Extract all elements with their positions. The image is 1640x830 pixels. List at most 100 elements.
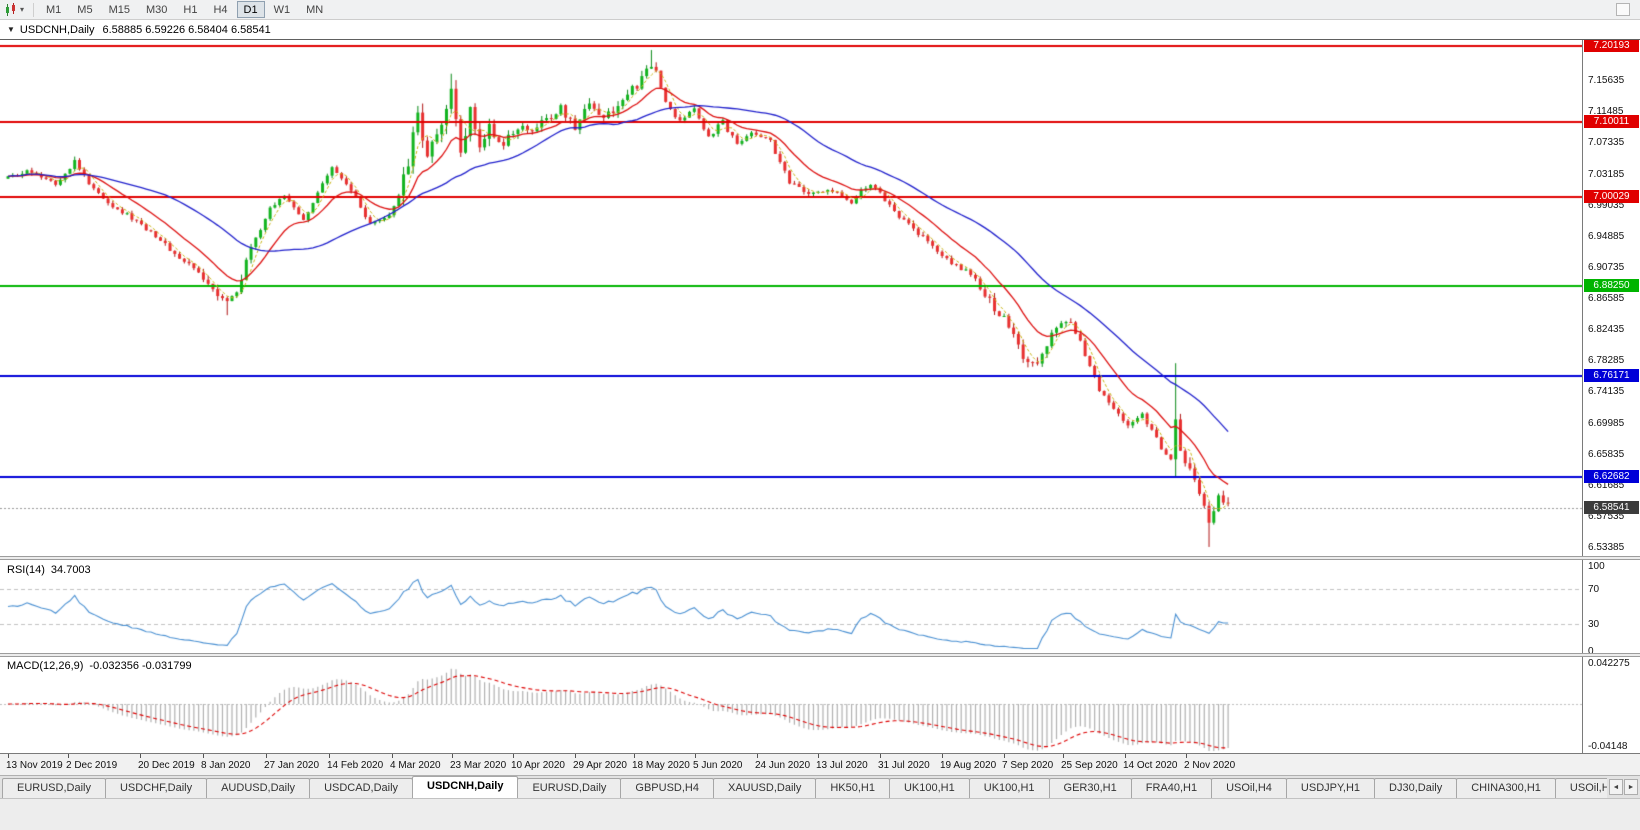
chart-tab[interactable]: USDCAD,Daily: [309, 778, 414, 798]
timeframe-buttons: M1 M5 M15 M30 H1 H4 D1 W1 MN: [39, 1, 330, 18]
timeframe-button[interactable]: D1: [236, 1, 265, 18]
pane-separator[interactable]: [0, 653, 1640, 657]
price-level-badge: 7.20193: [1584, 39, 1639, 52]
tab-scroll-right-icon[interactable]: ►: [1624, 779, 1638, 795]
price-level-badge: 6.76171: [1584, 369, 1639, 383]
date-label: 13 Nov 2019: [6, 760, 63, 771]
date-label: 2 Nov 2020: [1184, 760, 1236, 771]
tab-scroll-buttons: ◄ ►: [1607, 776, 1640, 798]
rsi-label: RSI(14) 34.7003: [7, 564, 91, 576]
chart-tab[interactable]: GER30,H1: [1048, 778, 1132, 798]
macd-title: MACD(12,26,9): [7, 660, 84, 672]
timeframe-button[interactable]: H4: [206, 1, 234, 18]
price-axis-label: 6.74135: [1588, 386, 1625, 398]
date-tick: [1004, 754, 1005, 758]
date-label: 27 Jan 2020: [264, 760, 320, 771]
rsi-value: 34.7003: [50, 564, 91, 576]
price-axis-label: 6.94885: [1588, 230, 1625, 242]
chart-tab[interactable]: USDCNH,Daily: [412, 776, 519, 798]
chart-tab[interactable]: EURUSD,Daily: [517, 778, 622, 798]
price-axis-label: 6.61685: [1588, 479, 1625, 491]
date-tick: [880, 754, 881, 758]
date-tick: [329, 754, 330, 758]
price-axis-label: 7.07335: [1588, 137, 1625, 149]
chart-tab[interactable]: EURUSD,Daily: [2, 778, 106, 798]
chart-tab[interactable]: CHINA300,H1: [1456, 778, 1556, 798]
chart-tab[interactable]: UK100,H1: [968, 778, 1050, 798]
chart-plot[interactable]: [0, 20, 1640, 753]
price-axis-label: 6.99035: [1588, 199, 1625, 211]
date-tick: [8, 754, 9, 758]
timeframe-button[interactable]: H1: [176, 1, 204, 18]
price-axis[interactable]: 7.15635 7.11485 7.07335 7.03185 6.99035 6.948…: [1582, 20, 1640, 753]
chart-ohlc-values: 6.58885 6.59226 6.58404 6.58541: [102, 23, 271, 36]
chart-type-icon[interactable]: [4, 2, 19, 17]
timeframe-button[interactable]: M15: [102, 1, 137, 18]
toolbar-separator: [33, 2, 35, 17]
date-label: 10 Apr 2020: [511, 760, 565, 771]
chart-tab[interactable]: XAUUSD,Daily: [712, 778, 817, 798]
date-label: 14 Feb 2020: [327, 760, 384, 771]
toolbar-overflow-button[interactable]: [1616, 3, 1630, 16]
macd-label: MACD(12,26,9) -0.032356 -0.031799: [7, 660, 192, 672]
price-level-badge: 6.62682: [1584, 470, 1639, 484]
timeframe-button[interactable]: M5: [70, 1, 99, 18]
date-label: 19 Aug 2020: [940, 760, 997, 771]
chart-tab[interactable]: FRA40,H1: [1130, 778, 1213, 798]
chart-tab[interactable]: USOil,H4: [1211, 778, 1287, 798]
price-axis-label: 7.15635: [1588, 75, 1625, 87]
timeframe-button[interactable]: M30: [139, 1, 174, 18]
date-tick: [634, 754, 635, 758]
chart-header: ▼ USDCNH,Daily 6.58885 6.59226 6.58404 6…: [0, 20, 1640, 40]
chart-tab[interactable]: HK50,H1: [815, 778, 890, 798]
date-label: 23 Mar 2020: [450, 760, 507, 771]
chart-tabs: EURUSD,Daily USDCHF,Daily AUDUSD,Daily USDC…: [0, 776, 1640, 798]
date-tick: [452, 754, 453, 758]
chart-tab[interactable]: AUDUSD,Daily: [206, 778, 311, 798]
chart-symbol-title: USDCNH,Daily: [19, 23, 95, 36]
timeframe-button[interactable]: W1: [267, 1, 298, 18]
pane-separator[interactable]: [0, 556, 1640, 560]
date-tick: [266, 754, 267, 758]
date-label: 24 Jun 2020: [755, 760, 811, 771]
date-axis[interactable]: 13 Nov 2019 2 Dec 2019 20 Dec 2019 8 Jan 20…: [0, 753, 1640, 775]
price-axis-label: 7.03185: [1588, 168, 1625, 180]
macd-axis-label: -0.04148: [1588, 741, 1628, 752]
date-tick: [695, 754, 696, 758]
date-tick: [818, 754, 819, 758]
price-axis-label: 6.69985: [1588, 417, 1625, 429]
rsi-axis-label: 30: [1588, 619, 1600, 631]
date-tick: [1186, 754, 1187, 758]
rsi-axis-label: 70: [1588, 583, 1600, 595]
macd-axis-label: 0.042275: [1588, 658, 1630, 669]
chart-tab[interactable]: UK100,H1: [888, 778, 970, 798]
price-level-badge: 7.10011: [1584, 115, 1639, 129]
date-tick: [575, 754, 576, 758]
date-tick: [68, 754, 69, 758]
rsi-axis-label: 0: [1588, 646, 1594, 657]
price-level-badge: 6.88250: [1584, 278, 1639, 292]
chart-tab[interactable]: DJ30,Daily: [1374, 778, 1458, 798]
price-axis-label: 6.53385: [1588, 542, 1625, 554]
macd-values: -0.032356 -0.031799: [89, 660, 192, 672]
date-tick: [757, 754, 758, 758]
price-axis-label: 6.86585: [1588, 293, 1625, 305]
timeframe-button[interactable]: MN: [299, 1, 330, 18]
date-label: 13 Jul 2020: [816, 760, 868, 771]
dropdown-caret-icon[interactable]: ▾: [20, 5, 25, 14]
date-label: 7 Sep 2020: [1002, 760, 1054, 771]
chart-tab[interactable]: USDCHF,Daily: [104, 778, 208, 798]
tab-scroll-left-icon[interactable]: ◄: [1609, 779, 1623, 795]
timeframe-button[interactable]: M1: [39, 1, 68, 18]
chart-tab[interactable]: GBPUSD,H4: [620, 778, 714, 798]
rsi-title: RSI(14): [7, 564, 45, 576]
rsi-axis-label: 100: [1588, 561, 1605, 572]
price-axis-label: 6.90735: [1588, 261, 1625, 273]
date-label: 31 Jul 2020: [878, 760, 930, 771]
collapse-chart-icon[interactable]: ▼: [7, 25, 15, 34]
date-tick: [1063, 754, 1064, 758]
chart-tab[interactable]: USDJPY,H1: [1285, 778, 1376, 798]
chart-window: ▼ USDCNH,Daily 6.58885 6.59226 6.58404 6…: [0, 20, 1640, 753]
price-axis-label: 6.65835: [1588, 448, 1625, 460]
price-axis-label: 6.78285: [1588, 355, 1625, 367]
